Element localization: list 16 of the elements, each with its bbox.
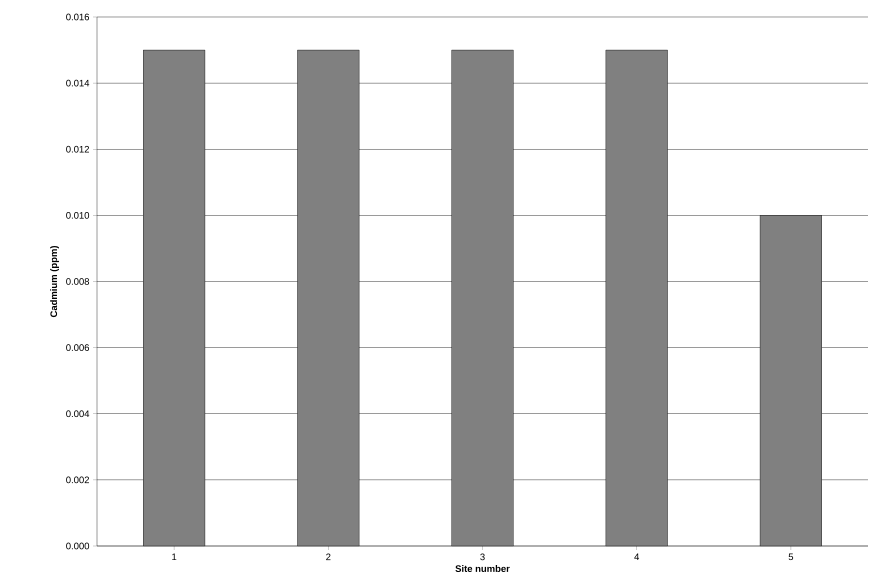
x-tick-label: 4: [634, 554, 640, 560]
x-tick-label: 5: [788, 554, 794, 560]
y-tick-label: 0.016: [66, 14, 90, 20]
x-tick-label: 3: [480, 554, 485, 560]
y-tick-label: 0.004: [66, 410, 90, 418]
x-tick-label: 2: [326, 554, 330, 560]
x-tick-label: 1: [172, 554, 176, 560]
y-axis-title: Cadmium (ppm): [50, 246, 59, 318]
y-tick-label: 0.008: [66, 278, 90, 285]
y-tick-label: 0.012: [66, 146, 90, 153]
y-tick-label: 0.014: [66, 80, 90, 86]
y-tick-label: 0.002: [66, 476, 90, 484]
x-axis-title: Site number: [455, 565, 510, 572]
y-tick-label: 0.010: [66, 212, 90, 219]
y-tick-label: 0.006: [66, 344, 90, 351]
y-tick-label: 0.000: [66, 542, 90, 550]
